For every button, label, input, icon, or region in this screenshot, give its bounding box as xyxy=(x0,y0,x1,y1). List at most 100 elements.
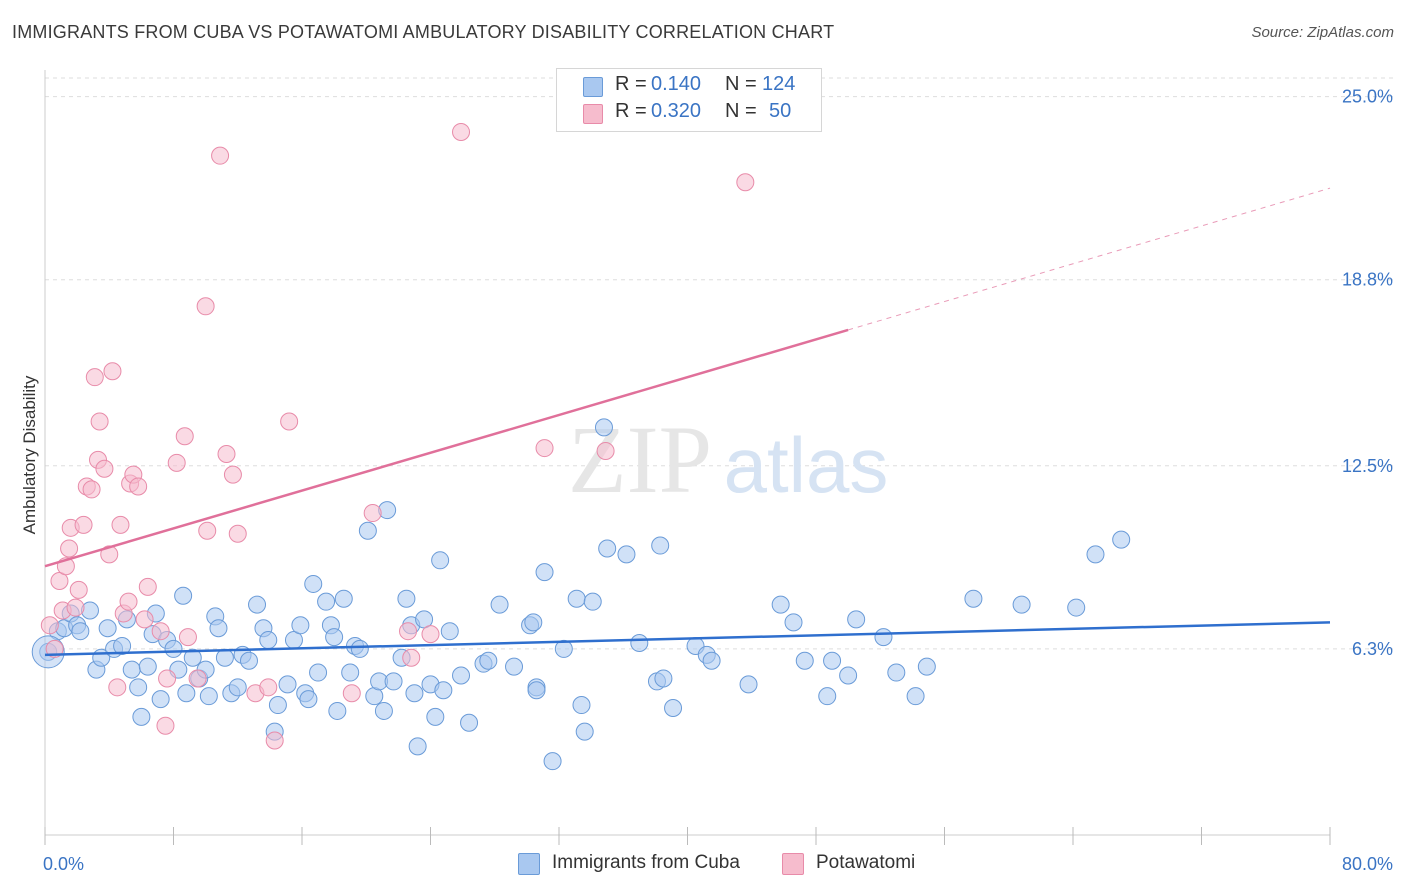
data-point xyxy=(66,598,85,617)
data-point xyxy=(702,651,721,670)
data-point xyxy=(278,675,297,694)
data-point xyxy=(739,675,758,694)
data-point xyxy=(119,592,138,611)
data-point xyxy=(100,545,119,564)
data-point xyxy=(524,613,543,632)
data-point xyxy=(1067,598,1086,617)
data-point xyxy=(138,577,157,596)
legend-r-label: R = xyxy=(615,73,647,95)
data-point xyxy=(82,480,101,499)
data-point xyxy=(784,613,803,632)
data-point xyxy=(135,610,154,629)
legend-r-label: R = xyxy=(615,100,647,122)
data-point xyxy=(60,539,79,558)
axes xyxy=(44,70,1331,845)
data-point xyxy=(228,678,247,697)
data-point xyxy=(479,651,498,670)
data-point xyxy=(151,690,170,709)
tick-labels: 6.3% 12.5% 18.8% 25.0% 0.0% 80.0% xyxy=(43,87,1393,874)
data-point xyxy=(342,684,361,703)
y-axis-label: Ambulatory Disability xyxy=(20,375,39,534)
data-point xyxy=(156,716,175,735)
data-point xyxy=(906,687,925,706)
data-point xyxy=(174,586,193,605)
data-point xyxy=(175,427,194,446)
data-point xyxy=(304,574,323,593)
data-point xyxy=(183,648,202,667)
x-tick-label: 0.0% xyxy=(43,854,84,874)
legend-n-value: 124 xyxy=(762,73,796,95)
data-point xyxy=(651,536,670,555)
data-point xyxy=(543,752,562,771)
data-point xyxy=(583,592,602,611)
data-point xyxy=(598,539,617,558)
data-point xyxy=(291,616,310,635)
data-point xyxy=(405,684,424,703)
data-point xyxy=(129,477,148,496)
legend: R = 0.140 N = 124 R = 0.320 N = 50 xyxy=(556,68,822,132)
y-tick-label: 6.3% xyxy=(1352,639,1393,659)
data-point xyxy=(111,515,130,534)
bottom-legend-label: Potawatomi xyxy=(816,852,916,873)
data-point xyxy=(431,551,450,570)
data-point xyxy=(239,651,258,670)
data-point xyxy=(554,639,573,658)
data-point xyxy=(309,663,328,682)
series-potawatomi xyxy=(40,123,755,750)
data-point xyxy=(177,684,196,703)
legend-swatch-blue xyxy=(583,77,603,97)
data-point xyxy=(384,672,403,691)
chart-title: IMMIGRANTS FROM CUBA VS POTAWATOMI AMBUL… xyxy=(12,22,835,42)
data-point xyxy=(421,625,440,644)
data-point xyxy=(90,412,109,431)
bottom-swatch-blue xyxy=(518,853,540,875)
bottom-legend-label: Immigrants from Cuba xyxy=(552,852,740,873)
data-point xyxy=(268,696,287,715)
data-point xyxy=(887,663,906,682)
data-point xyxy=(129,678,148,697)
data-point xyxy=(572,696,591,715)
x-tick-label: 80.0% xyxy=(1342,854,1393,874)
data-point xyxy=(1012,595,1031,614)
data-point xyxy=(167,453,186,472)
data-point xyxy=(399,622,418,641)
data-point xyxy=(138,657,157,676)
data-point xyxy=(795,651,814,670)
data-point xyxy=(771,595,790,614)
data-point xyxy=(95,459,114,478)
data-point xyxy=(374,701,393,720)
data-point xyxy=(198,521,217,540)
data-point xyxy=(358,521,377,540)
data-point xyxy=(617,545,636,564)
data-point xyxy=(85,368,104,387)
data-point xyxy=(113,636,132,655)
data-point xyxy=(505,657,524,676)
bottom-swatch-pink xyxy=(782,853,804,875)
data-point xyxy=(132,707,151,726)
data-point xyxy=(490,595,509,614)
data-point xyxy=(164,639,183,658)
data-point xyxy=(527,681,546,700)
data-point xyxy=(596,442,615,461)
data-point xyxy=(452,123,471,142)
watermark: ZIP atlas xyxy=(568,406,888,513)
data-point xyxy=(215,648,234,667)
data-point xyxy=(426,707,445,726)
data-point xyxy=(434,681,453,700)
legend-n-value: 50 xyxy=(769,100,792,122)
data-point xyxy=(654,669,673,688)
data-point xyxy=(325,628,344,647)
data-point xyxy=(378,501,397,520)
data-point xyxy=(402,648,421,667)
data-point xyxy=(341,663,360,682)
y-tick-label: 25.0% xyxy=(1342,87,1393,107)
data-point xyxy=(299,690,318,709)
trend-line-extension xyxy=(847,187,1331,331)
trend-line xyxy=(44,328,849,568)
data-point xyxy=(575,722,594,741)
legend-n-label: N = xyxy=(725,100,757,122)
legend-r-value: 0.140 xyxy=(651,73,702,95)
data-point xyxy=(151,622,170,641)
y-tick-label: 12.5% xyxy=(1342,456,1393,476)
